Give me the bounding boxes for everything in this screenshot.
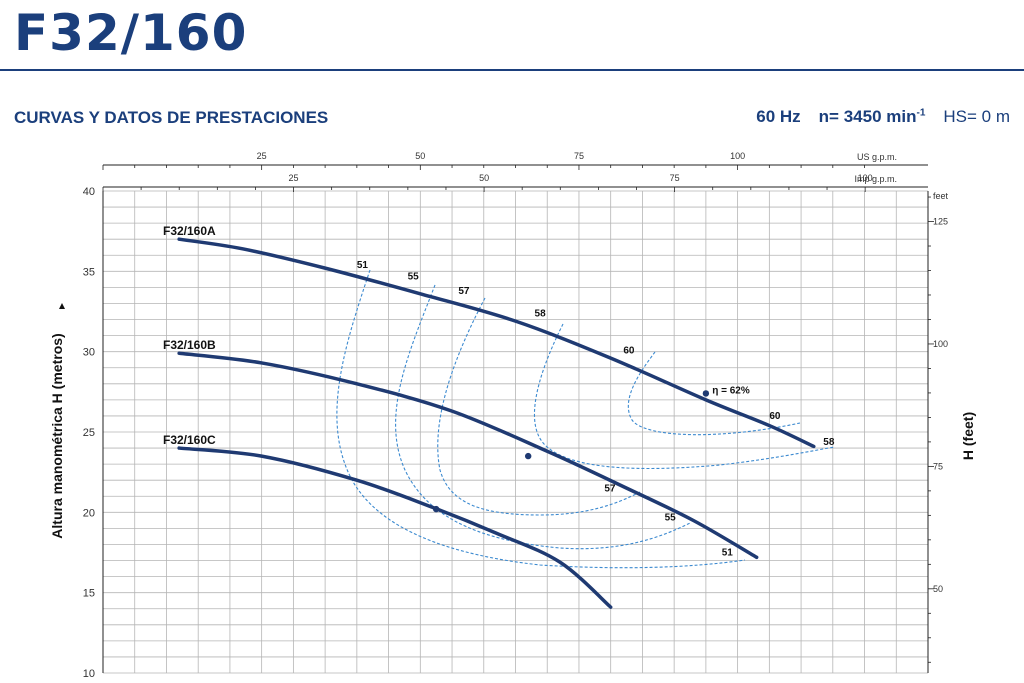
efficiency-label: 57 (604, 483, 616, 494)
feet-tick-label: 50 (933, 584, 943, 594)
y-tick-label: 15 (83, 588, 95, 600)
efficiency-label: 58 (823, 437, 835, 448)
feet-tick-label: 100 (933, 339, 948, 349)
us-gpm-tick-label: 25 (257, 151, 267, 161)
model-title: F32/160 (14, 4, 248, 62)
iso-curve-57 (437, 297, 641, 516)
us-gpm-tick-label: 50 (415, 151, 425, 161)
efficiency-label: 58 (535, 308, 547, 319)
speed-exponent: -1 (916, 107, 926, 119)
curve-label-f32-160a: F32/160A (163, 224, 216, 238)
efficiency-label: 60 (769, 411, 781, 422)
y-axis-right-title: H (feet) (960, 412, 976, 460)
iso-curve-60 (627, 351, 801, 436)
efficiency-label: 55 (665, 512, 677, 523)
section-title: CURVAS Y DATOS DE PRESTACIONES (14, 108, 329, 127)
y-tick-label: 10 (83, 668, 95, 680)
feet-tick-label: 75 (933, 461, 943, 471)
performance-curves (177, 237, 816, 609)
us-gpm-unit: US g.p.m. (857, 152, 897, 162)
curve-label-f32-160b: F32/160B (163, 338, 216, 352)
efficiency-label: 55 (408, 271, 420, 282)
efficiency-label: 51 (357, 260, 369, 271)
frequency: 60 Hz (756, 107, 801, 126)
spec-line: 60 Hz n= 3450 min-1 HS= 0 m (756, 107, 1010, 127)
iso-curve-55 (395, 284, 691, 550)
speed-prefix: n= 3450 min (818, 107, 917, 126)
us-gpm-tick-label: 100 (730, 151, 745, 161)
curve-f32-160c (177, 446, 613, 609)
speed: n= 3450 min-1 (819, 107, 926, 126)
y-axis-title: Altura manométrica H (metros) (49, 333, 65, 538)
hs-value: HS= 0 m (943, 107, 1010, 126)
efficiency-label: η = 62% (712, 385, 750, 396)
efficiency-point (524, 452, 532, 460)
pump-performance-chart: F32/160A F32/160B F32/160C US g.p.m. Imp… (49, 151, 976, 680)
iso-curve-58 (534, 323, 836, 470)
efficiency-point (432, 505, 440, 513)
chart-labels: F32/160A F32/160B F32/160C US g.p.m. Imp… (49, 151, 976, 680)
imp-gpm-tick-label: 25 (289, 173, 299, 183)
feet-unit: feet (933, 191, 949, 201)
imp-gpm-unit: Imp g.p.m. (854, 174, 897, 184)
curve-f32-160a (177, 237, 816, 449)
imp-gpm-tick-label: 50 (479, 173, 489, 183)
feet-tick-label: 125 (933, 217, 948, 227)
y-tick-label: 35 (83, 266, 95, 278)
us-gpm-tick-label: 75 (574, 151, 584, 161)
title-rule (0, 69, 1024, 71)
imp-gpm-tick-label: 75 (670, 173, 680, 183)
curve-f32-160b (177, 351, 759, 560)
iso-curve-51 (336, 269, 746, 569)
y-tick-label: 20 (83, 507, 95, 519)
efficiency-points (432, 390, 710, 513)
efficiency-label: 60 (623, 345, 635, 356)
efficiency-label: 57 (458, 286, 470, 297)
iso-efficiency-curves (336, 269, 836, 569)
y-tick-label: 40 (83, 186, 95, 198)
y-tick-label: 30 (83, 347, 95, 359)
y-tick-label: 25 (83, 427, 95, 439)
grid (102, 190, 929, 674)
tick-marks (102, 165, 934, 663)
curve-label-f32-160c: F32/160C (163, 433, 216, 447)
efficiency-label: 51 (722, 548, 734, 559)
imp-gpm-tick-label: 100 (858, 173, 873, 183)
efficiency-point (702, 390, 710, 397)
y-axis-arrow-icon (59, 303, 65, 309)
